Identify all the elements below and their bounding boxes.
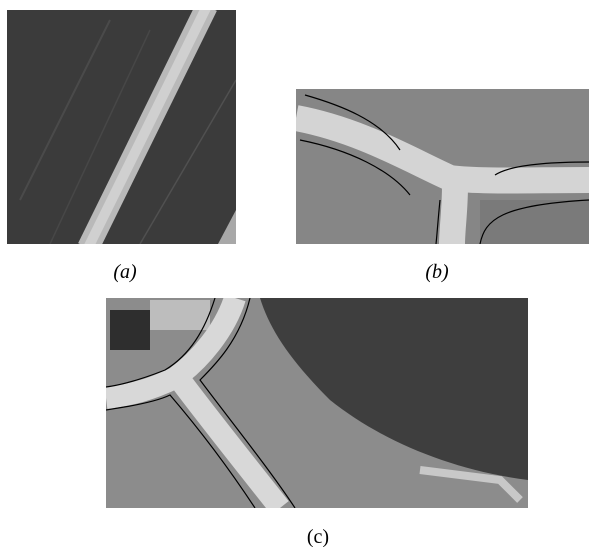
panel-label: (b) xyxy=(425,261,449,283)
panel-a-image xyxy=(7,6,236,248)
panel-label: (a) xyxy=(113,261,137,283)
figure: (a) (b) (c) xyxy=(0,0,596,547)
panel-b-image xyxy=(296,89,589,244)
panel-label: (c) xyxy=(307,526,329,547)
panel-c-image xyxy=(106,298,528,508)
